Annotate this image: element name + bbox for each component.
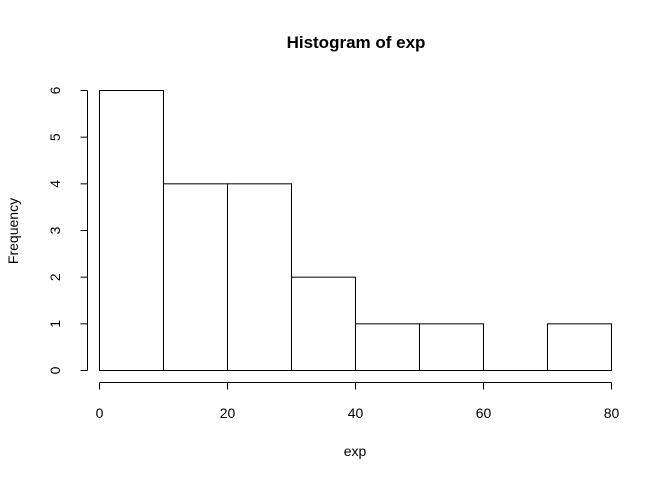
x-tick-label-3: 60 [476, 405, 492, 421]
y-tick-label-6: 6 [47, 86, 63, 94]
y-axis: 0 1 2 3 4 5 6 [47, 86, 88, 374]
x-axis-label: exp [344, 443, 367, 459]
histogram-bar-4 [355, 323, 420, 372]
x-tick-label-1: 20 [220, 405, 236, 421]
x-axis: 0 20 40 60 80 [96, 382, 620, 421]
y-tick-label-1: 1 [47, 320, 63, 328]
y-tick-label-3: 3 [47, 226, 63, 234]
histogram-bar-0 [99, 90, 164, 371]
x-tick-label-2: 40 [348, 405, 364, 421]
histogram-bar-1 [163, 183, 228, 371]
bars [99, 90, 612, 372]
x-tick-label-4: 80 [604, 405, 620, 421]
x-tick-label-0: 0 [96, 405, 104, 421]
histogram-bar-2 [227, 183, 292, 371]
histogram-bar-7 [547, 323, 612, 372]
y-tick-label-5: 5 [47, 133, 63, 141]
histogram-bar-3 [291, 276, 356, 371]
y-tick-label-2: 2 [47, 273, 63, 281]
y-tick-label-0: 0 [47, 366, 63, 374]
y-axis-label: Frequency [5, 198, 21, 264]
chart-title: Histogram of exp [287, 33, 426, 52]
y-tick-label-4: 4 [47, 180, 63, 188]
histogram-bar-5 [419, 323, 484, 372]
